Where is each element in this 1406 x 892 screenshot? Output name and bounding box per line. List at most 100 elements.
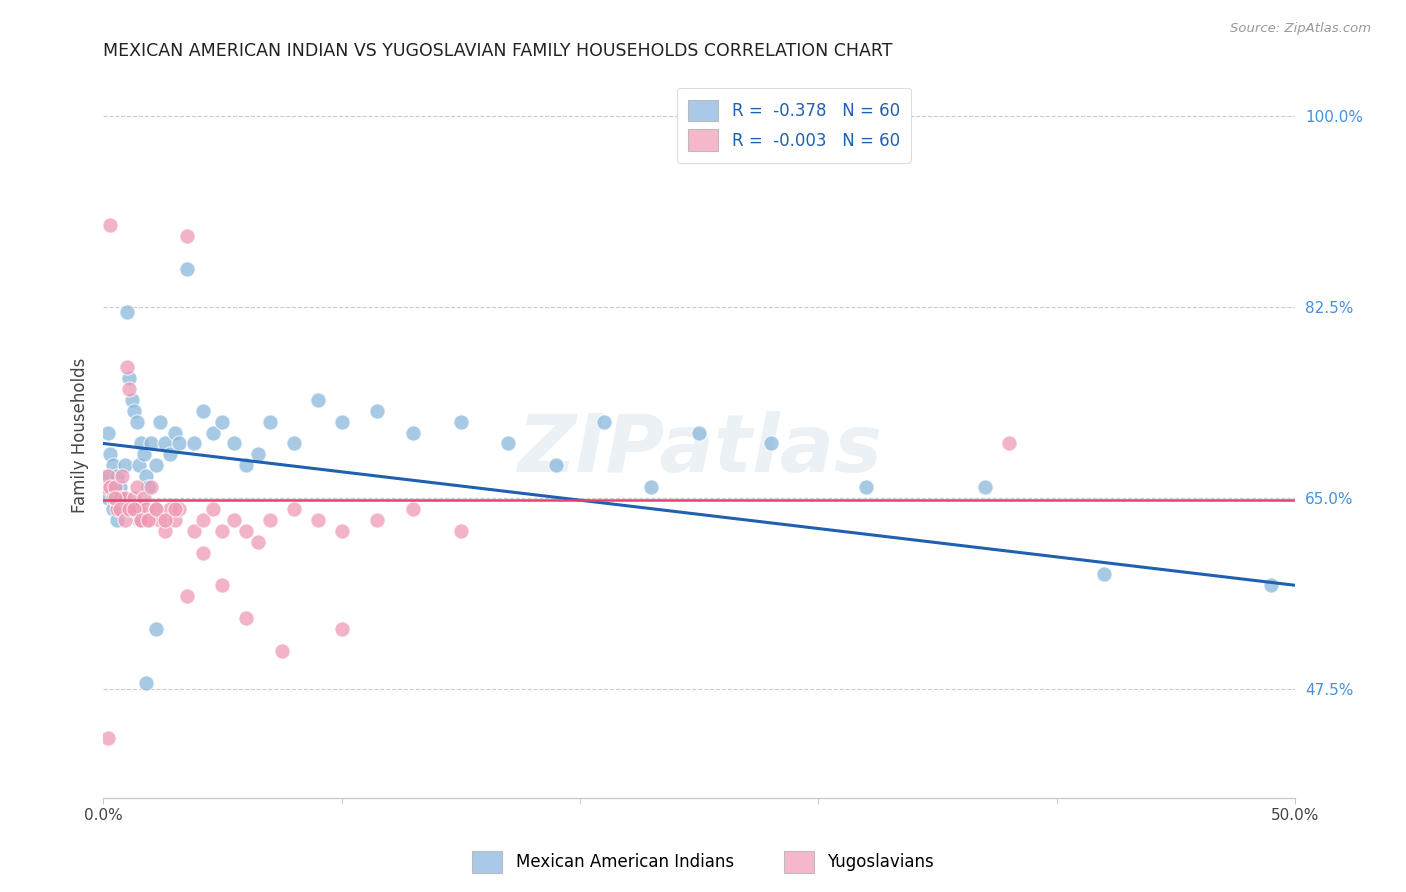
Point: [122, 502, 145, 516]
Point: [450, 415, 472, 429]
Legend: R =  -0.378   N = 60, R =  -0.003   N = 60: R = -0.378 N = 60, R = -0.003 N = 60: [676, 88, 911, 162]
Point: [94, 480, 117, 494]
Point: [259, 415, 281, 429]
Point: [132, 447, 155, 461]
Point: [176, 229, 198, 244]
Point: [97, 731, 120, 745]
Point: [163, 502, 186, 516]
Point: [211, 578, 233, 592]
Point: [201, 502, 224, 516]
Point: [108, 502, 131, 516]
Point: [169, 436, 191, 450]
Point: [128, 502, 150, 516]
Point: [592, 415, 614, 429]
Point: [125, 480, 148, 494]
Point: [235, 524, 257, 538]
Point: [114, 491, 136, 505]
Point: [640, 480, 662, 494]
Point: [259, 513, 281, 527]
Point: [176, 589, 198, 603]
Point: [107, 469, 129, 483]
Point: [129, 513, 152, 527]
Point: [139, 480, 162, 494]
Point: [153, 436, 176, 450]
Point: [163, 513, 186, 527]
Point: [163, 425, 186, 440]
Point: [97, 469, 120, 483]
Point: [201, 425, 224, 440]
Point: [759, 436, 782, 450]
Point: [149, 415, 172, 429]
Text: Source: ZipAtlas.com: Source: ZipAtlas.com: [1230, 22, 1371, 36]
Point: [159, 502, 181, 516]
Point: [128, 458, 150, 473]
Point: [135, 469, 157, 483]
Point: [235, 458, 257, 473]
Point: [1094, 567, 1116, 582]
Point: [546, 458, 568, 473]
Point: [283, 436, 305, 450]
Point: [104, 480, 127, 494]
Point: [145, 458, 167, 473]
Point: [107, 513, 129, 527]
Point: [235, 611, 257, 625]
Point: [104, 480, 127, 494]
Text: MEXICAN AMERICAN INDIAN VS YUGOSLAVIAN FAMILY HOUSEHOLDS CORRELATION CHART: MEXICAN AMERICAN INDIAN VS YUGOSLAVIAN F…: [103, 42, 893, 60]
Point: [98, 480, 121, 494]
Point: [998, 436, 1021, 450]
Point: [224, 436, 246, 450]
Point: [121, 392, 143, 407]
Point: [153, 513, 176, 527]
Point: [118, 502, 141, 516]
Point: [97, 491, 120, 505]
Point: [402, 425, 425, 440]
Point: [138, 513, 160, 527]
Point: [138, 513, 160, 527]
Point: [149, 513, 172, 527]
Point: [145, 502, 167, 516]
Point: [224, 513, 246, 527]
Point: [108, 480, 131, 494]
Point: [855, 480, 877, 494]
Point: [138, 480, 160, 494]
Point: [135, 676, 157, 690]
Point: [108, 491, 131, 505]
Point: [111, 491, 134, 505]
Point: [118, 382, 141, 396]
Point: [153, 524, 176, 538]
Point: [115, 305, 138, 319]
Point: [97, 425, 120, 440]
Point: [101, 458, 124, 473]
Point: [114, 458, 136, 473]
Point: [176, 261, 198, 276]
Point: [101, 491, 124, 505]
Legend: Mexican American Indians, Yugoslavians: Mexican American Indians, Yugoslavians: [465, 845, 941, 880]
Text: ZIPatlas: ZIPatlas: [516, 410, 882, 489]
Point: [121, 502, 143, 516]
Point: [145, 502, 167, 516]
Point: [183, 524, 205, 538]
Point: [283, 502, 305, 516]
Point: [101, 502, 124, 516]
Point: [307, 392, 329, 407]
Point: [271, 644, 294, 658]
Point: [402, 502, 425, 516]
Point: [330, 415, 353, 429]
Point: [132, 491, 155, 505]
Point: [974, 480, 997, 494]
Point: [135, 502, 157, 516]
Point: [247, 447, 270, 461]
Point: [111, 491, 134, 505]
Point: [193, 545, 215, 559]
Point: [104, 491, 127, 505]
Point: [498, 436, 520, 450]
Point: [115, 359, 138, 374]
Point: [111, 469, 134, 483]
Point: [129, 513, 152, 527]
Point: [688, 425, 710, 440]
Point: [193, 513, 215, 527]
Point: [193, 403, 215, 417]
Point: [114, 513, 136, 527]
Point: [128, 513, 150, 527]
Point: [118, 371, 141, 385]
